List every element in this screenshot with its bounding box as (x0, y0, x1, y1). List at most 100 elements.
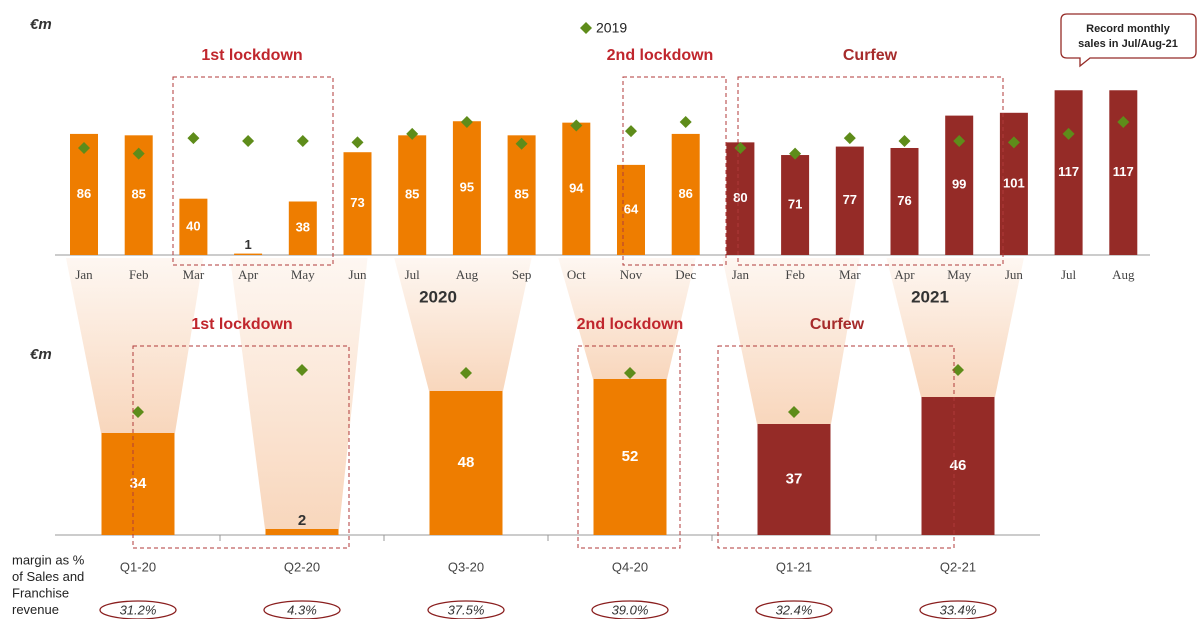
x-tick-label: Q1-20 (120, 559, 156, 574)
marker-2019 (460, 115, 473, 128)
x-tick-label: Aug (1112, 267, 1135, 282)
marker-2019 (624, 367, 636, 379)
marker-2019 (296, 364, 308, 376)
x-tick-label: Apr (894, 267, 915, 282)
marker-2019 (351, 136, 364, 149)
x-tick-label: Jun (348, 267, 367, 282)
x-tick-label: Feb (785, 267, 805, 282)
x-tick-label: Aug (456, 267, 479, 282)
marker-2019 (406, 127, 419, 140)
callout-text: Record monthly (1086, 23, 1171, 35)
value-label: 37 (786, 470, 803, 487)
value-label: 73 (350, 195, 364, 210)
x-tick-label: Q1-21 (776, 559, 812, 574)
value-label: 85 (131, 187, 145, 202)
bar (265, 529, 339, 535)
value-label: 2 (298, 512, 306, 529)
value-label: 34 (130, 475, 147, 492)
margin-caption: margin as % (12, 552, 85, 567)
x-tick-label: May (947, 267, 971, 282)
x-tick-label: Q4-20 (612, 559, 648, 574)
marker-2019 (789, 147, 802, 160)
marker-2019 (788, 406, 800, 418)
bar (671, 133, 700, 255)
margin-label: 31.2% (120, 602, 157, 617)
marker-2019 (625, 125, 637, 138)
x-tick-label: Jul (405, 267, 421, 282)
x-tick-label: Sep (512, 267, 532, 282)
value-label: 48 (458, 454, 475, 471)
margin-ellipse (755, 600, 833, 619)
value-label: 71 (788, 196, 802, 211)
margin-ellipse (919, 600, 997, 619)
callout-text: sales in Jul/Aug-21 (1078, 38, 1178, 50)
margin-label: 39.0% (612, 602, 649, 617)
lockdown-box (717, 345, 955, 549)
callout-box (1060, 13, 1197, 68)
marker-2019 (570, 119, 583, 132)
x-tick-label: Apr (238, 267, 259, 282)
value-label: 94 (569, 180, 584, 195)
lockdown-box (577, 345, 681, 549)
x-tick-label: Mar (839, 267, 861, 282)
bar (835, 146, 864, 255)
bar (179, 198, 208, 255)
margin-ellipse (427, 600, 505, 619)
value-label: 117 (1058, 164, 1079, 179)
lockdown-box (622, 76, 727, 266)
marker-2019 (187, 132, 200, 145)
bar (726, 142, 755, 255)
marker-2019 (734, 141, 747, 154)
bar (617, 164, 645, 255)
unit-label: €m (30, 16, 52, 33)
bar (757, 424, 831, 535)
x-tick-label: Oct (567, 267, 586, 282)
value-label: 86 (77, 186, 91, 201)
legend-label: 2019 (596, 20, 627, 36)
margin-label: 4.3% (287, 602, 317, 617)
funnel (394, 258, 532, 391)
unit-label: €m (30, 346, 52, 363)
value-label: 101 (1003, 175, 1025, 190)
marker-2019 (296, 134, 309, 147)
value-label: 1 (244, 237, 251, 252)
lockdown-box (737, 76, 1004, 266)
marker-2019 (952, 364, 964, 376)
funnel (558, 258, 696, 379)
bar (890, 147, 919, 255)
margin-label: 32.4% (776, 602, 813, 617)
legend-marker (580, 22, 592, 34)
marker-2019 (679, 115, 692, 128)
period-label: Curfew (843, 47, 898, 64)
value-label: 64 (624, 201, 639, 216)
bar (234, 253, 263, 255)
margin-label: 37.5% (448, 602, 485, 617)
period-label: 2nd lockdown (577, 316, 684, 333)
bar (1054, 90, 1083, 255)
x-tick-label: May (291, 267, 315, 282)
period-label: Curfew (810, 316, 865, 333)
value-label: 52 (622, 448, 639, 465)
x-tick-label: Q3-20 (448, 559, 484, 574)
period-label: 2nd lockdown (607, 47, 714, 64)
marker-2019 (898, 134, 911, 147)
bar (70, 133, 98, 255)
bar (781, 155, 810, 255)
x-tick-label: Dec (675, 267, 696, 282)
marker-2019 (78, 141, 90, 154)
funnels (66, 258, 1024, 529)
x-tick-label: Jul (1061, 267, 1077, 282)
funnel (886, 258, 1024, 397)
margin-caption: revenue (12, 602, 59, 617)
x-tick-label: Mar (183, 267, 205, 282)
period-label: 1st lockdown (201, 47, 302, 64)
value-label: 86 (678, 186, 692, 201)
bar (921, 397, 995, 535)
marker-2019 (515, 137, 528, 150)
value-label: 46 (950, 457, 967, 474)
lockdown-box (132, 345, 350, 549)
x-tick-label: Jan (75, 267, 93, 282)
value-label: 40 (186, 218, 200, 233)
bar (452, 121, 481, 256)
